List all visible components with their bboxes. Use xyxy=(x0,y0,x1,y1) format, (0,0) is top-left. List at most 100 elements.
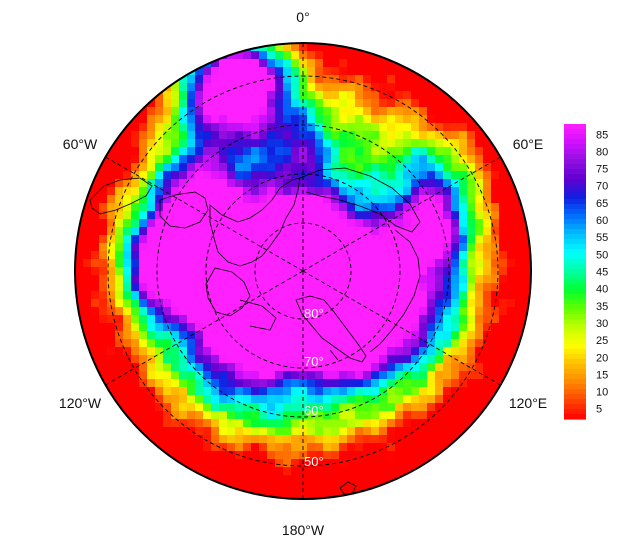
heatmap-cell xyxy=(339,243,348,252)
heatmap-cell xyxy=(283,355,292,364)
heatmap-cell xyxy=(411,331,420,340)
heatmap-cell xyxy=(355,371,364,380)
heatmap-cell xyxy=(491,251,500,260)
heatmap-cell xyxy=(131,363,140,372)
heatmap-cell xyxy=(275,163,284,172)
heatmap-cell xyxy=(171,203,180,212)
heatmap-cell xyxy=(219,131,228,140)
heatmap-cell xyxy=(387,283,396,292)
heatmap-cell xyxy=(371,195,380,204)
heatmap-cell xyxy=(139,179,148,188)
heatmap-cell xyxy=(403,195,412,204)
heatmap-cell xyxy=(291,467,300,476)
heatmap-cell xyxy=(355,395,364,404)
heatmap-cell xyxy=(491,131,500,140)
heatmap-cell xyxy=(131,195,140,204)
heatmap-cell xyxy=(195,371,204,380)
heatmap-cell xyxy=(107,147,116,156)
heatmap-cell xyxy=(259,187,268,196)
heatmap-cell xyxy=(299,107,308,116)
heatmap-cell xyxy=(267,139,276,148)
heatmap-cell xyxy=(211,355,220,364)
longitude-label-120e: 120°E xyxy=(509,395,547,411)
heatmap-cell xyxy=(331,347,340,356)
heatmap-cell xyxy=(259,219,268,228)
heatmap-cell xyxy=(267,451,276,460)
heatmap-cell xyxy=(283,75,292,84)
heatmap-cell xyxy=(291,323,300,332)
heatmap-cell xyxy=(123,131,132,140)
heatmap-cell xyxy=(459,363,468,372)
heatmap-cell xyxy=(467,115,476,124)
heatmap-cell xyxy=(91,259,100,268)
heatmap-cell xyxy=(203,275,212,284)
heatmap-cell xyxy=(227,435,236,444)
heatmap-cell xyxy=(275,339,284,348)
heatmap-cell xyxy=(107,339,116,348)
heatmap-cell xyxy=(203,331,212,340)
heatmap-cell xyxy=(339,235,348,244)
heatmap-cell xyxy=(395,131,404,140)
heatmap-cell xyxy=(315,83,324,92)
heatmap-cell xyxy=(483,171,492,180)
heatmap-cell xyxy=(299,427,308,436)
heatmap-cell xyxy=(155,331,164,340)
heatmap-cell xyxy=(331,283,340,292)
heatmap-cell xyxy=(459,147,468,156)
heatmap-cell xyxy=(219,363,228,372)
heatmap-cell xyxy=(115,227,124,236)
heatmap-cell xyxy=(203,435,212,444)
heatmap-cell xyxy=(99,347,108,356)
heatmap-cell xyxy=(147,427,156,436)
heatmap-cell xyxy=(411,283,420,292)
heatmap-cell xyxy=(243,403,252,412)
coastline-greenland xyxy=(209,177,301,267)
heatmap-cell xyxy=(323,43,332,52)
heatmap-cell xyxy=(171,307,180,316)
heatmap-cell xyxy=(171,83,180,92)
heatmap-cell xyxy=(355,219,364,228)
heatmap-cell xyxy=(227,427,236,436)
heatmap-cell xyxy=(267,491,276,499)
heatmap-cell xyxy=(99,187,108,196)
heatmap-cell xyxy=(355,235,364,244)
heatmap-cell xyxy=(515,235,524,244)
heatmap-cell xyxy=(227,467,236,476)
heatmap-cell xyxy=(243,219,252,228)
heatmap-cell xyxy=(387,243,396,252)
heatmap-cell xyxy=(235,131,244,140)
heatmap-cell xyxy=(139,235,148,244)
heatmap-cell xyxy=(523,251,531,260)
heatmap-cell xyxy=(451,331,460,340)
heatmap-cell xyxy=(339,427,348,436)
heatmap-cell xyxy=(107,371,116,380)
heatmap-cell xyxy=(235,395,244,404)
heatmap-cell xyxy=(403,147,412,156)
heatmap-cell xyxy=(99,267,108,276)
heatmap-cell xyxy=(307,315,316,324)
heatmap-cell xyxy=(451,219,460,228)
heatmap-cell xyxy=(187,123,196,132)
heatmap-cell xyxy=(435,91,444,100)
heatmap-cell xyxy=(155,355,164,364)
heatmap-cell xyxy=(515,243,524,252)
heatmap-cell xyxy=(419,291,428,300)
heatmap-cell xyxy=(403,123,412,132)
heatmap-cell xyxy=(275,107,284,116)
heatmap-cell xyxy=(459,395,468,404)
heatmap-cell xyxy=(115,235,124,244)
heatmap-cell xyxy=(347,379,356,388)
heatmap-cell xyxy=(427,195,436,204)
heatmap-cell xyxy=(243,411,252,420)
heatmap-cell xyxy=(419,187,428,196)
heatmap-cell xyxy=(451,131,460,140)
heatmap-cell xyxy=(387,235,396,244)
heatmap-cell xyxy=(491,403,500,412)
heatmap-cell xyxy=(139,371,148,380)
heatmap-cell xyxy=(171,427,180,436)
heatmap-cell xyxy=(195,339,204,348)
heatmap-cell xyxy=(211,275,220,284)
heatmap-cell xyxy=(467,339,476,348)
heatmap-cell xyxy=(347,395,356,404)
heatmap-cell xyxy=(259,379,268,388)
